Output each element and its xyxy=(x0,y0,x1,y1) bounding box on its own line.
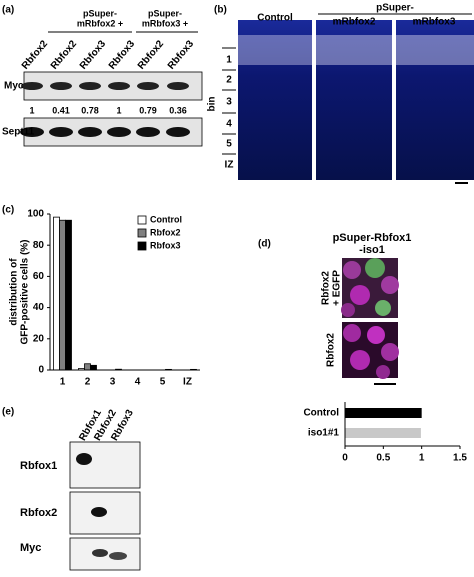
y-tick-label: iso1#1 xyxy=(308,428,340,439)
x-tick-label: 3 xyxy=(110,377,116,388)
bin-label: IZ xyxy=(225,160,234,171)
x-tick-label: 4 xyxy=(135,377,141,388)
title: -iso1 xyxy=(359,244,385,256)
ratio: 1 xyxy=(116,105,121,115)
band xyxy=(20,127,44,137)
image-label: + EGFP xyxy=(332,270,343,306)
image-label: Rbfox2 xyxy=(326,333,337,367)
band xyxy=(79,82,101,90)
column-label: Control xyxy=(257,13,293,24)
y-tick-label: 0 xyxy=(38,365,44,376)
x-tick-label: 5 xyxy=(160,377,166,388)
legend-swatch xyxy=(137,228,147,238)
title: pSuper-Rbfox1 xyxy=(333,232,412,244)
lane-label: Rbfox3 xyxy=(166,38,196,71)
legend-label: Control xyxy=(150,214,182,224)
row-label: Rbfox2 xyxy=(20,507,57,519)
band xyxy=(136,127,160,137)
axis-label: bin xyxy=(207,97,218,112)
y-axis-label: GFP-positive cells (%) xyxy=(20,239,31,344)
legend-swatch xyxy=(137,215,147,225)
micrographs-d xyxy=(341,258,399,385)
panel-label: (a) xyxy=(2,5,14,16)
band xyxy=(50,82,72,90)
bar xyxy=(84,363,91,371)
panel-label: (e) xyxy=(2,407,14,418)
column-label: mRbfox3 xyxy=(413,17,456,28)
y-tick-label: Control xyxy=(303,408,339,419)
bar xyxy=(345,428,421,438)
y-tick-label: 40 xyxy=(33,302,45,313)
bin-label: 3 xyxy=(226,97,232,108)
column-label: mRbfox2 xyxy=(333,17,376,28)
bar xyxy=(53,216,60,371)
band xyxy=(49,127,73,137)
band xyxy=(108,82,130,90)
band xyxy=(78,127,102,137)
panel-label: (b) xyxy=(214,5,227,16)
lane-label: Rbfox2 xyxy=(20,38,50,71)
row-label: Rbfox1 xyxy=(20,460,57,472)
x-tick-label: 0 xyxy=(342,453,348,464)
band xyxy=(137,82,159,90)
lane-label: Rbfox3 xyxy=(78,38,108,71)
band xyxy=(167,82,189,90)
panel-label: (c) xyxy=(2,205,14,216)
group-label: mRbfox2 + xyxy=(77,18,123,28)
group-label: pSuper- xyxy=(376,3,414,14)
bar xyxy=(345,408,422,418)
ratio: 0.78 xyxy=(81,105,99,115)
bar xyxy=(65,219,72,371)
band xyxy=(107,127,131,137)
bar xyxy=(59,219,66,371)
x-tick-label: 0.5 xyxy=(376,453,390,464)
ratio: 0.36 xyxy=(169,105,187,115)
band xyxy=(21,82,43,90)
bin-label: 2 xyxy=(226,75,232,86)
x-tick-label: 1 xyxy=(419,453,425,464)
x-tick-label: 2 xyxy=(85,377,91,388)
y-tick-label: 100 xyxy=(27,209,44,220)
x-tick-label: IZ xyxy=(183,377,192,388)
bin-label: 1 xyxy=(226,55,232,66)
row-label: Sept11 xyxy=(2,127,35,138)
bar xyxy=(90,364,97,371)
x-tick-label: 1.5 xyxy=(453,453,467,464)
y-axis-label: distribution of xyxy=(9,258,20,326)
y-tick-label: 80 xyxy=(33,240,45,251)
bin-label: 4 xyxy=(226,119,232,130)
legend-swatch xyxy=(137,241,147,251)
x-tick-label: 1 xyxy=(60,377,66,388)
lane-label: Rbfox2 xyxy=(136,38,166,71)
legend-label: Rbfox3 xyxy=(150,240,181,250)
row-label: Myc xyxy=(20,542,41,554)
row-label: Myc xyxy=(4,81,24,92)
band xyxy=(166,127,190,137)
lane-label: Rbfox3 xyxy=(107,38,137,71)
image-label: Rbfox2 xyxy=(321,271,332,305)
ratio: 0.41 xyxy=(52,105,70,115)
group-label: pSuper- xyxy=(148,8,182,18)
ratio: 0.79 xyxy=(139,105,157,115)
western-blots-e xyxy=(69,441,141,571)
group-label: mRbfox3 + xyxy=(142,18,188,28)
bin-label: 5 xyxy=(226,139,232,150)
panel-label: (d) xyxy=(258,239,271,250)
group-label: pSuper- xyxy=(83,8,117,18)
ratio: 1 xyxy=(29,105,34,115)
legend-label: Rbfox2 xyxy=(150,227,181,237)
micrographs-b xyxy=(238,20,474,184)
y-tick-label: 60 xyxy=(33,271,45,282)
lane-label: Rbfox2 xyxy=(49,38,79,71)
y-tick-label: 20 xyxy=(33,333,45,344)
